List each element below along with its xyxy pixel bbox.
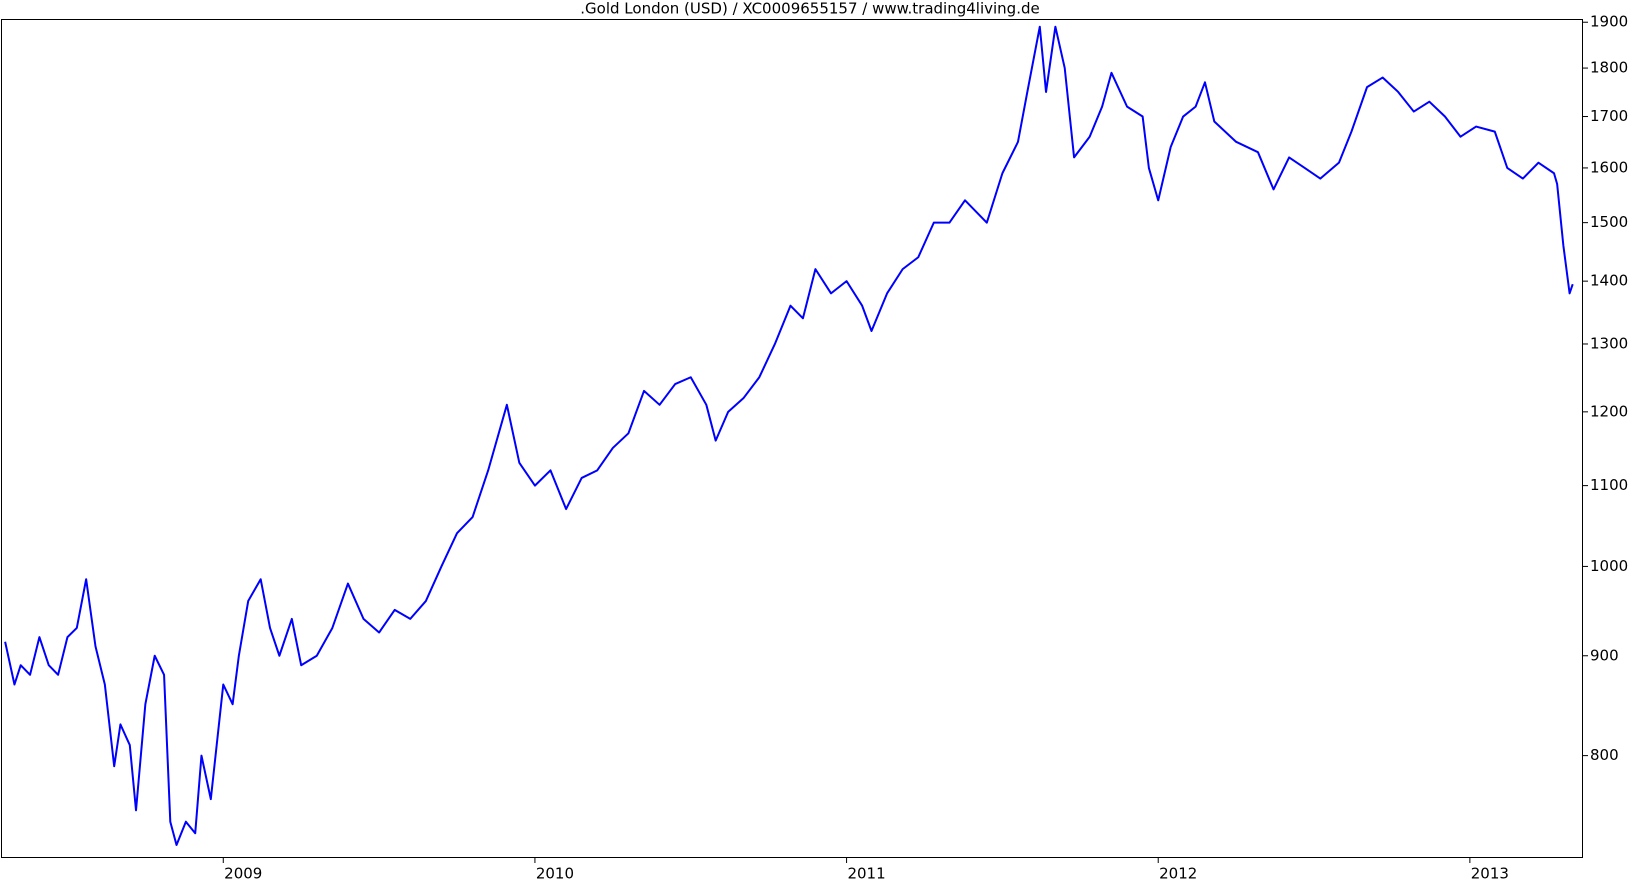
x-tick-label: 2009 [224, 865, 262, 883]
x-tick-label: 2010 [536, 865, 574, 883]
y-tick-label: 1700 [1590, 107, 1628, 125]
x-tick-label: 2013 [1471, 865, 1509, 883]
y-tick-label: 1500 [1590, 213, 1628, 231]
y-tick-label: 1000 [1590, 557, 1628, 575]
y-tick-label: 1900 [1590, 13, 1628, 31]
y-tick-label: 1600 [1590, 158, 1628, 176]
x-tick-label: 2011 [847, 865, 885, 883]
y-tick-label: 800 [1590, 746, 1619, 764]
chart-title: .Gold London (USD) / XC0009655157 / www.… [580, 0, 1039, 18]
plot-frame [1, 19, 1583, 858]
y-tick-label: 1200 [1590, 402, 1628, 420]
price-line [4, 25, 1574, 846]
x-tick-label: 2012 [1159, 865, 1197, 883]
y-tick-label: 1800 [1590, 59, 1628, 77]
y-tick-label: 1400 [1590, 272, 1628, 290]
y-tick-label: 900 [1590, 646, 1619, 664]
y-tick-label: 1300 [1590, 334, 1628, 352]
y-tick-label: 1100 [1590, 476, 1628, 494]
